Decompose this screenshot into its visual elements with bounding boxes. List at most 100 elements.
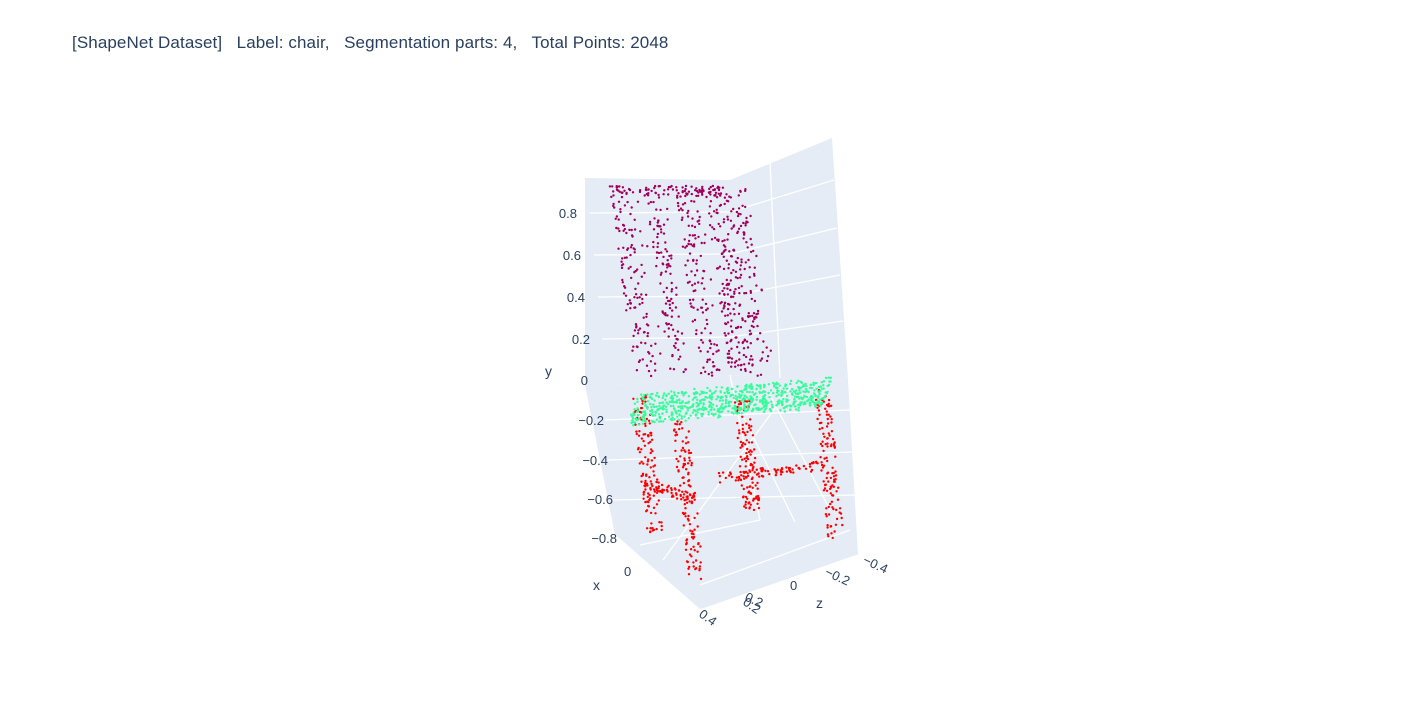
data-point [811, 396, 815, 399]
data-point [681, 466, 685, 469]
data-point [820, 469, 823, 472]
data-point [708, 187, 711, 191]
data-point [736, 421, 739, 425]
data-point [824, 376, 828, 380]
data-point [749, 237, 752, 241]
data-point [763, 408, 766, 412]
data-point [829, 492, 832, 495]
data-point [608, 185, 612, 188]
data-point [672, 368, 676, 371]
data-point [730, 411, 734, 414]
data-point [744, 384, 747, 388]
data-point [687, 243, 690, 246]
data-point [730, 295, 733, 298]
data-point [738, 395, 741, 398]
data-point [761, 475, 765, 478]
data-point [692, 565, 695, 568]
data-point [710, 238, 714, 241]
data-point [687, 430, 690, 433]
data-point [753, 461, 756, 464]
data-point [701, 185, 704, 189]
data-point [665, 410, 668, 414]
data-point [710, 412, 713, 415]
data-point [631, 349, 634, 352]
data-point [769, 389, 773, 392]
data-point [737, 403, 741, 406]
data-point [708, 224, 712, 227]
data-point [733, 290, 736, 293]
data-point [838, 507, 842, 510]
data-point [727, 263, 731, 266]
data-point [680, 449, 683, 452]
data-point [745, 340, 749, 343]
data-point [692, 403, 695, 406]
data-point [825, 413, 829, 416]
data-point [737, 286, 741, 290]
data-point [663, 189, 666, 192]
data-point [635, 430, 638, 433]
data-point [657, 193, 660, 197]
data-point [736, 405, 739, 409]
data-point [649, 530, 652, 533]
data-point [715, 350, 718, 353]
data-point [655, 418, 659, 421]
data-point [819, 442, 823, 446]
data-point [763, 390, 767, 394]
data-point [743, 443, 747, 446]
data-point [728, 303, 731, 306]
data-point [657, 196, 661, 199]
data-point [825, 425, 829, 428]
data-point [644, 456, 647, 459]
data-point [642, 439, 645, 443]
data-point [727, 233, 730, 236]
data-point [748, 385, 751, 389]
data-point [693, 491, 697, 495]
data-point [644, 422, 647, 425]
data-point [692, 306, 695, 309]
data-point [755, 468, 758, 471]
data-point [740, 412, 743, 415]
data-point [780, 394, 783, 397]
data-point [684, 368, 687, 371]
data-point [681, 216, 684, 219]
data-point [747, 398, 750, 401]
data-point [740, 484, 743, 487]
data-point [822, 384, 825, 387]
data-point [729, 400, 733, 404]
data-point [776, 468, 780, 471]
data-point [696, 398, 699, 401]
data-point [681, 209, 684, 212]
data-point [733, 292, 736, 295]
data-point [749, 397, 752, 401]
data-point [636, 296, 639, 299]
data-point [655, 487, 658, 490]
data-point [711, 226, 714, 229]
data-point [743, 292, 746, 295]
data-point [668, 254, 671, 258]
data-point [673, 418, 676, 421]
data-point [652, 494, 655, 497]
data-point [690, 532, 693, 535]
data-point [643, 271, 646, 275]
data-point [721, 410, 724, 413]
data-point [806, 399, 809, 402]
data-point [746, 486, 749, 489]
data-point [729, 325, 733, 328]
data-point [748, 266, 751, 269]
data-point [663, 330, 666, 333]
data-point [653, 474, 656, 477]
data-point [796, 392, 799, 396]
data-point [716, 408, 720, 411]
data-point [655, 264, 658, 268]
data-point [654, 414, 657, 417]
data-point [693, 528, 696, 531]
data-point [680, 415, 683, 418]
data-point [639, 406, 643, 410]
data-point [785, 400, 789, 403]
data-point [770, 403, 774, 406]
data-point [829, 476, 833, 480]
data-point [690, 536, 694, 539]
data-point [709, 401, 713, 405]
data-point [782, 406, 786, 410]
